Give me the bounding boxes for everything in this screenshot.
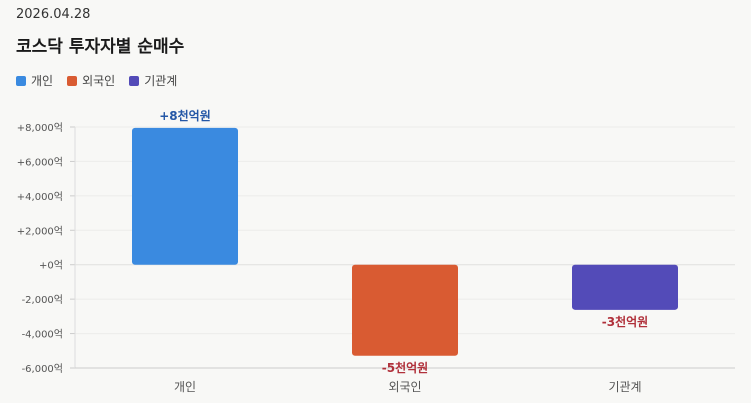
y-tick-label: +4,000억 xyxy=(17,191,63,203)
bar-0 xyxy=(132,127,238,265)
data-label: -5천억원 xyxy=(382,360,428,375)
legend-label: 외국인 xyxy=(82,74,116,88)
legend-item-foreign[interactable]: 외국인 xyxy=(67,72,115,89)
legend-label: 기관계 xyxy=(144,74,178,88)
x-tick-label: 외국인 xyxy=(388,380,421,394)
y-tick-label: -6,000억 xyxy=(22,363,63,375)
bar-2 xyxy=(572,264,678,310)
bar-1 xyxy=(352,264,458,356)
y-tick-label: +8,000억 xyxy=(17,122,63,134)
y-tick-label: -2,000억 xyxy=(22,294,63,306)
date-label: 2026.04.28 xyxy=(16,7,91,22)
x-tick-label: 개인 xyxy=(174,380,196,394)
legend-swatch xyxy=(16,75,26,86)
y-tick-label: +6,000억 xyxy=(17,156,63,168)
legend-item-individual[interactable]: 개인 xyxy=(16,72,53,89)
legend-swatch xyxy=(129,75,140,86)
legend-swatch xyxy=(67,75,78,86)
legend: 개인 외국인 기관계 xyxy=(16,72,177,89)
x-tick-label: 기관계 xyxy=(608,380,641,394)
data-label: -3천억원 xyxy=(602,314,648,329)
data-label: +8천억원 xyxy=(159,108,211,123)
chart-title: 코스닥 투자자별 순매수 xyxy=(16,37,185,57)
y-tick-label: +0억 xyxy=(39,260,63,272)
y-tick-label: -4,000억 xyxy=(22,329,63,341)
legend-label: 개인 xyxy=(31,74,54,88)
y-tick-label: +2,000억 xyxy=(17,225,63,237)
legend-item-institution[interactable]: 기관계 xyxy=(129,72,177,89)
